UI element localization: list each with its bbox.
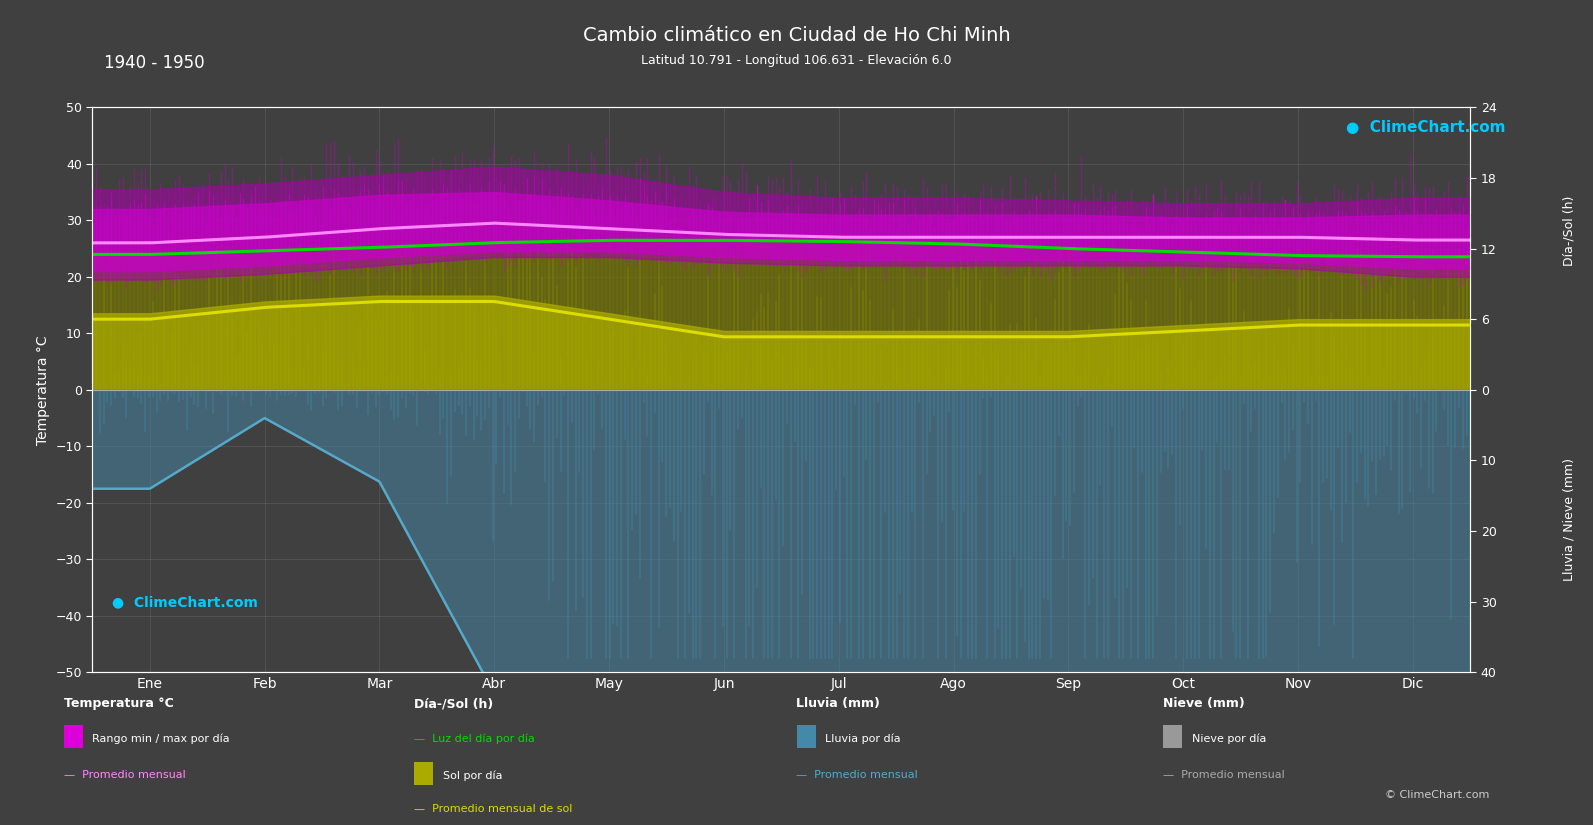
Text: —  Promedio mensual: — Promedio mensual [796, 771, 918, 780]
Text: Día-/Sol (h): Día-/Sol (h) [414, 697, 494, 710]
Text: Lluvia / Nieve (mm): Lluvia / Nieve (mm) [1563, 458, 1575, 582]
Text: Temperatura °C: Temperatura °C [64, 697, 174, 710]
Text: —  Luz del día por día: — Luz del día por día [414, 733, 535, 743]
Text: Latitud 10.791 - Longitud 106.631 - Elevación 6.0: Latitud 10.791 - Longitud 106.631 - Elev… [642, 54, 951, 67]
Text: —  Promedio mensual: — Promedio mensual [64, 771, 185, 780]
Text: Día-/Sol (h): Día-/Sol (h) [1563, 196, 1575, 266]
Text: Lluvia (mm): Lluvia (mm) [796, 697, 881, 710]
Y-axis label: Temperatura °C: Temperatura °C [37, 335, 49, 445]
Text: ●  ClimeChart.com: ● ClimeChart.com [1346, 120, 1505, 135]
Text: —  Promedio mensual de sol: — Promedio mensual de sol [414, 804, 572, 813]
Text: Lluvia por día: Lluvia por día [825, 733, 900, 743]
Text: © ClimeChart.com: © ClimeChart.com [1384, 790, 1489, 800]
Text: Rango min / max por día: Rango min / max por día [92, 733, 229, 743]
Text: ●  ClimeChart.com: ● ClimeChart.com [112, 596, 258, 609]
Text: 1940 - 1950: 1940 - 1950 [104, 54, 204, 72]
Text: Sol por día: Sol por día [443, 771, 502, 780]
Text: —  Promedio mensual: — Promedio mensual [1163, 771, 1284, 780]
Text: Cambio climático en Ciudad de Ho Chi Minh: Cambio climático en Ciudad de Ho Chi Min… [583, 26, 1010, 45]
Text: Nieve (mm): Nieve (mm) [1163, 697, 1244, 710]
Text: Nieve por día: Nieve por día [1192, 733, 1266, 743]
